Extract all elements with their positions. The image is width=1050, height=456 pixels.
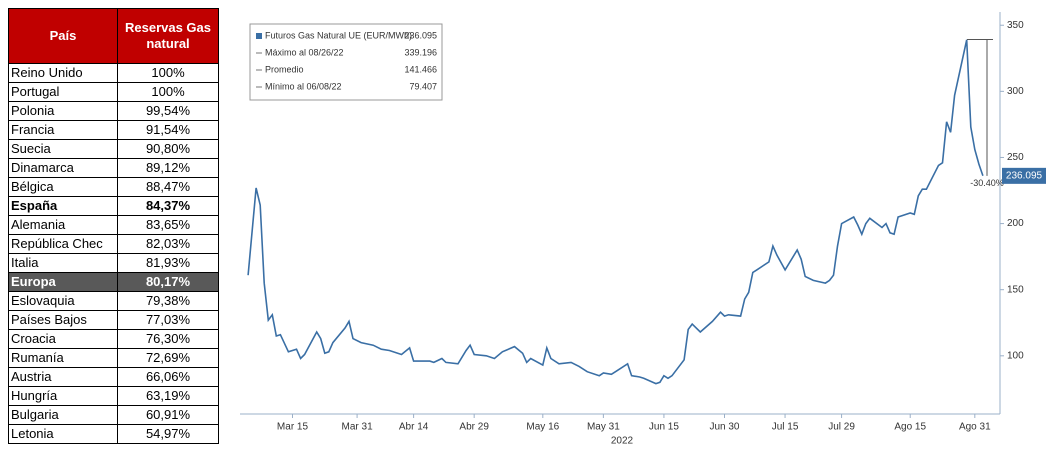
- country-cell: Italia: [8, 253, 118, 273]
- legend-label: Máximo al 08/26/22: [265, 47, 344, 57]
- value-cell: 100%: [117, 82, 219, 102]
- value-cell: 60,91%: [117, 405, 219, 425]
- legend-value: 236.095: [404, 30, 437, 40]
- value-cell: 81,93%: [117, 253, 219, 273]
- legend-swatch: [256, 33, 262, 39]
- table-row: Dinamarca 89,12%: [8, 158, 219, 178]
- value-cell: 80,17%: [117, 272, 219, 292]
- y-tick-label: 200: [1007, 218, 1024, 229]
- value-cell: 63,19%: [117, 386, 219, 406]
- y-tick-label: 350: [1007, 20, 1024, 31]
- x-tick-label: Ago 15: [894, 422, 926, 433]
- country-cell: Europa: [8, 272, 118, 292]
- value-cell: 89,12%: [117, 158, 219, 178]
- table-row: Letonia 54,97%: [8, 424, 219, 444]
- country-cell: Letonia: [8, 424, 118, 444]
- country-cell: Dinamarca: [8, 158, 118, 178]
- value-cell: 84,37%: [117, 196, 219, 216]
- value-cell: 76,30%: [117, 329, 219, 349]
- value-cell: 99,54%: [117, 101, 219, 121]
- table-row: Italia 81,93%: [8, 253, 219, 273]
- header-row: País Reservas Gas natural: [8, 8, 219, 64]
- table-row: Alemania 83,65%: [8, 215, 219, 235]
- country-cell: Rumanía: [8, 348, 118, 368]
- country-cell: Alemania: [8, 215, 118, 235]
- table-row: Austria 66,06%: [8, 367, 219, 387]
- value-cell: 77,03%: [117, 310, 219, 330]
- country-cell: Polonia: [8, 101, 118, 121]
- table-row: República Chec 82,03%: [8, 234, 219, 254]
- y-tick-label: 250: [1007, 152, 1024, 163]
- x-tick-label: May 31: [587, 422, 620, 433]
- x-tick-label: Jul 15: [772, 422, 799, 433]
- legend-value: 141.466: [404, 64, 437, 74]
- table-row: Bélgica 88,47%: [8, 177, 219, 197]
- legend-value: 79.407: [409, 81, 437, 91]
- value-cell: 91,54%: [117, 120, 219, 140]
- country-cell: Países Bajos: [8, 310, 118, 330]
- header-cell: Reservas Gas natural: [117, 8, 219, 64]
- value-cell: 66,06%: [117, 367, 219, 387]
- value-cell: 79,38%: [117, 291, 219, 311]
- value-cell: 72,69%: [117, 348, 219, 368]
- table-row: Croacia 76,30%: [8, 329, 219, 349]
- value-cell: 90,80%: [117, 139, 219, 159]
- reserves-table: País Reservas Gas natural Reino Unido 100%…: [8, 8, 219, 444]
- table-row: Bulgaria 60,91%: [8, 405, 219, 425]
- table-row: Portugal 100%: [8, 82, 219, 102]
- table-row: Rumanía 72,69%: [8, 348, 219, 368]
- table-row: Países Bajos 77,03%: [8, 310, 219, 330]
- country-cell: República Chec: [8, 234, 118, 254]
- country-cell: Austria: [8, 367, 118, 387]
- last-value-label: 236.095: [1006, 170, 1043, 181]
- y-tick-label: 150: [1007, 284, 1024, 295]
- x-tick-label: May 16: [526, 422, 559, 433]
- table-row: Eslovaquia 79,38%: [8, 291, 219, 311]
- x-tick-label: Abr 14: [399, 422, 429, 433]
- value-cell: 54,97%: [117, 424, 219, 444]
- y-tick-label: 100: [1007, 350, 1024, 361]
- country-cell: Croacia: [8, 329, 118, 349]
- table-row: Hungría 63,19%: [8, 386, 219, 406]
- value-cell: 100%: [117, 63, 219, 83]
- value-cell: 88,47%: [117, 177, 219, 197]
- country-cell: Portugal: [8, 82, 118, 102]
- country-cell: Bélgica: [8, 177, 118, 197]
- legend-label: Promedio: [265, 64, 304, 74]
- country-cell: España: [8, 196, 118, 216]
- table-row: España 84,37%: [8, 196, 219, 216]
- table-row: Reino Unido 100%: [8, 63, 219, 83]
- x-axis-label: 2022: [611, 436, 634, 447]
- x-tick-label: Jun 15: [649, 422, 679, 433]
- country-cell: Reino Unido: [8, 63, 118, 83]
- x-tick-label: Abr 29: [459, 422, 489, 433]
- change-label: -30.40%: [970, 178, 1004, 188]
- series-line: [247, 39, 984, 385]
- country-cell: Hungría: [8, 386, 118, 406]
- table-row: Polonia 99,54%: [8, 101, 219, 121]
- header-cell: País: [8, 8, 118, 64]
- x-tick-label: Mar 31: [342, 422, 374, 433]
- table-row: Europa 80,17%: [8, 272, 219, 292]
- legend-box: [249, 23, 443, 101]
- x-tick-label: Mar 15: [277, 422, 309, 433]
- table-row: Suecia 90,80%: [8, 139, 219, 159]
- country-cell: Francia: [8, 120, 118, 140]
- x-tick-label: Ago 31: [959, 422, 991, 433]
- table-row: Francia 91,54%: [8, 120, 219, 140]
- y-tick-label: 300: [1007, 86, 1024, 97]
- x-tick-label: Jul 29: [828, 422, 855, 433]
- last-value-tag: [1002, 167, 1046, 184]
- legend-label: Futuros Gas Natural UE (EUR/MWh): [265, 30, 412, 40]
- value-cell: 82,03%: [117, 234, 219, 254]
- x-tick-label: Jun 30: [709, 422, 739, 433]
- legend-label: Mínimo al 06/08/22: [265, 81, 342, 91]
- country-cell: Bulgaria: [8, 405, 118, 425]
- country-cell: Suecia: [8, 139, 118, 159]
- country-cell: Eslovaquia: [8, 291, 118, 311]
- value-cell: 83,65%: [117, 215, 219, 235]
- legend-value: 339.196: [404, 47, 437, 57]
